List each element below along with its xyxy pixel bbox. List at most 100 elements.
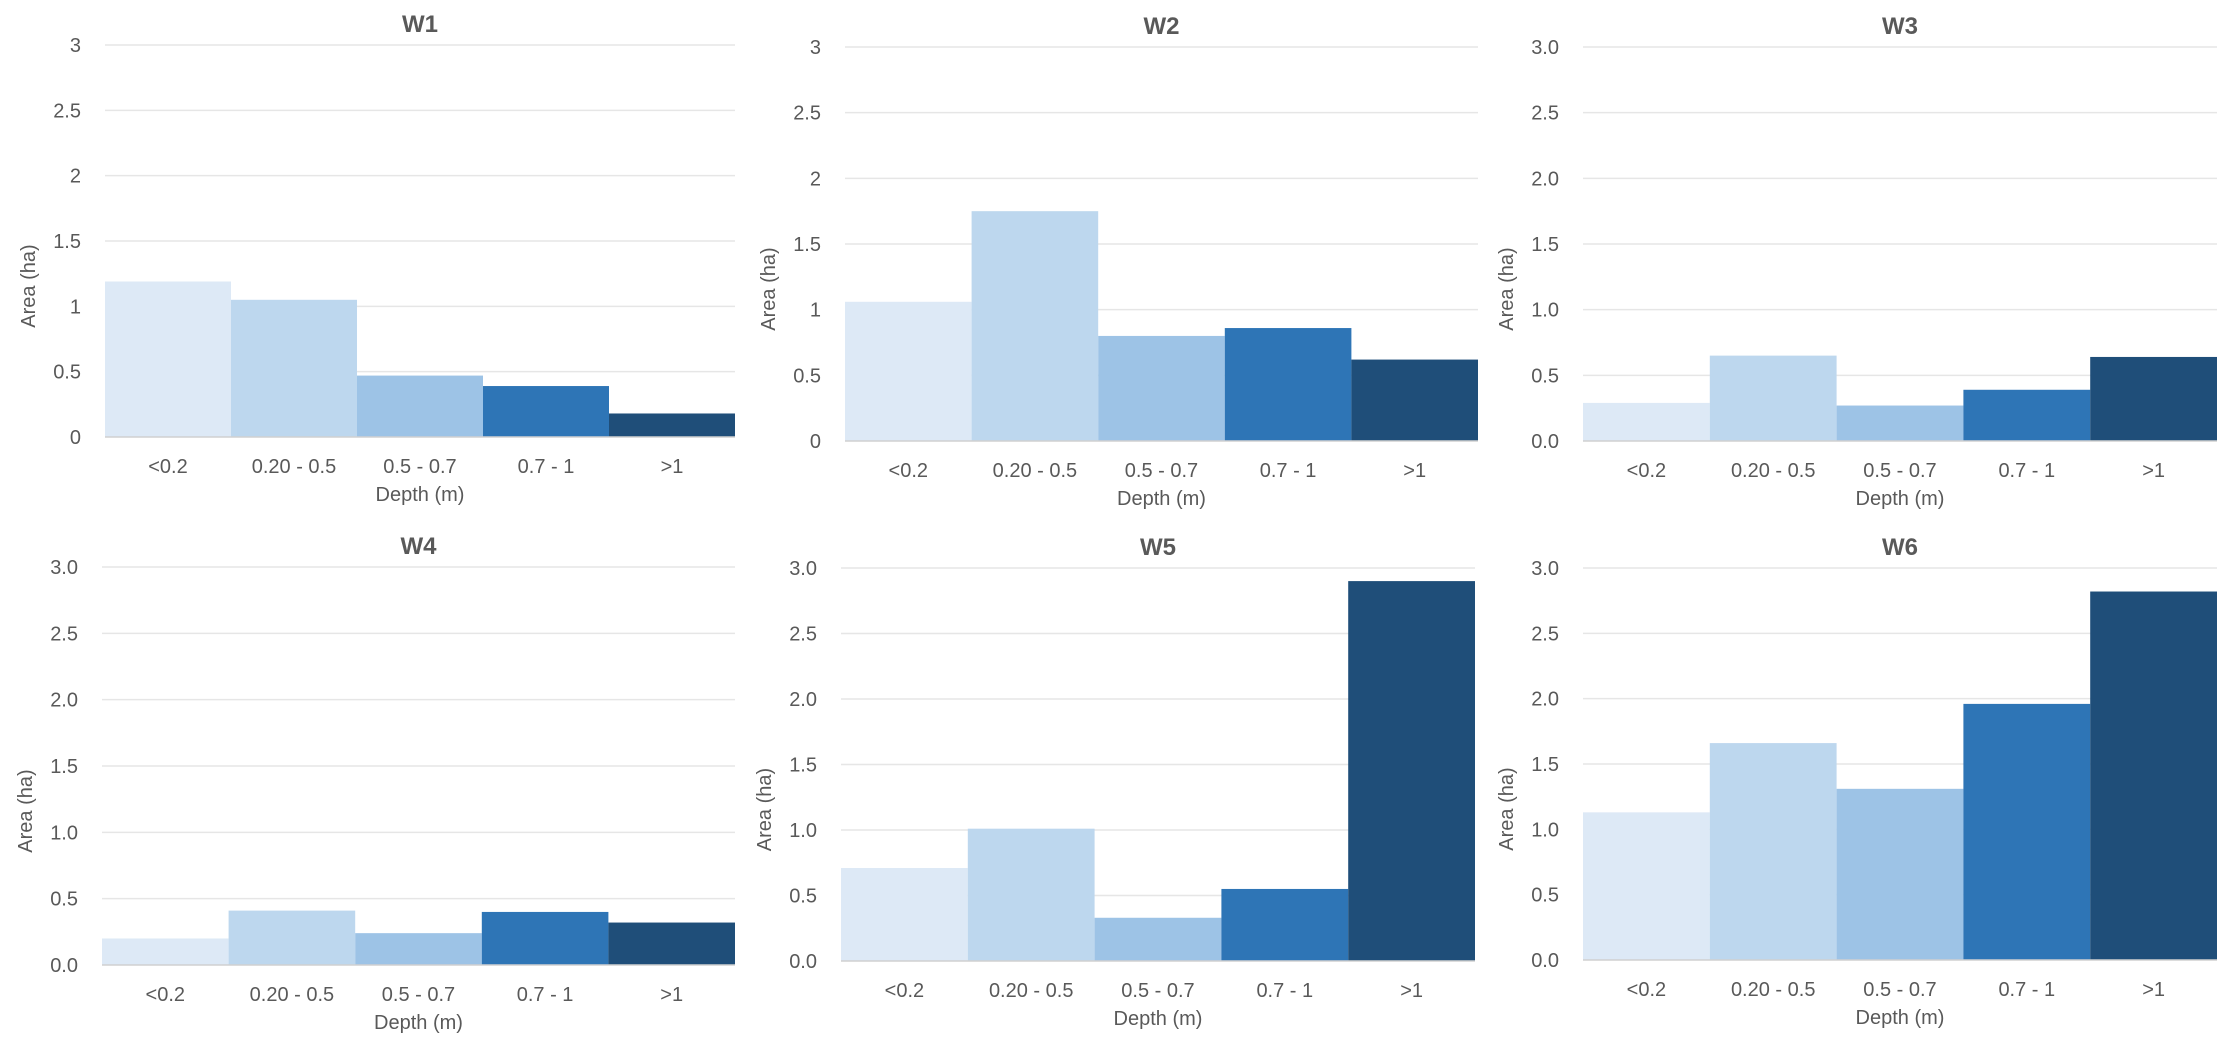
bar — [1583, 812, 1710, 960]
bar — [841, 867, 968, 961]
x-tick-label: 0.20 - 0.5 — [1731, 460, 1816, 482]
x-tick-label: 0.5 - 0.7 — [1863, 979, 1936, 1001]
y-tick-label: 3.0 — [50, 557, 78, 579]
bar — [1963, 703, 2091, 960]
bar — [1348, 581, 1475, 961]
x-tick-label: 0.5 - 0.7 — [1121, 980, 1194, 1002]
y-tick-label: 3.0 — [789, 558, 817, 580]
y-tick-label: 0.5 — [789, 886, 817, 908]
y-tick-label: 3 — [810, 37, 821, 59]
x-tick-label: <0.2 — [1627, 979, 1666, 1001]
bar — [609, 413, 735, 437]
bars — [1583, 355, 2217, 441]
bar — [2090, 356, 2217, 441]
x-tick-label: <0.2 — [1627, 460, 1666, 482]
y-tick-label: 2.5 — [793, 103, 821, 125]
y-tick-labels: 0.0 0.5 1.0 1.5 2.0 2.5 3.0 — [50, 557, 78, 977]
bars — [102, 910, 735, 965]
x-tick-label: 0.5 - 0.7 — [382, 984, 455, 1006]
x-tick-label: 0.20 - 0.5 — [989, 980, 1074, 1002]
x-tick-label: 0.20 - 0.5 — [252, 456, 337, 478]
y-tick-labels: 0 0.5 1 1.5 2 2.5 3 — [793, 37, 821, 453]
chart-title: W3 — [1882, 13, 1918, 40]
y-tick-label: 2.0 — [1531, 168, 1559, 190]
y-tick-labels: 0 0.5 1 1.5 2 2.5 3 — [53, 35, 81, 449]
y-tick-labels: 0.0 0.5 1.0 1.5 2.0 2.5 3.0 — [789, 558, 817, 973]
bar — [1709, 355, 1837, 441]
chart-title: W1 — [402, 11, 438, 38]
x-tick-label: <0.2 — [148, 456, 187, 478]
y-tick-label: 1.0 — [1531, 819, 1559, 841]
y-tick-label: 2.5 — [50, 623, 78, 645]
x-tick-label: <0.2 — [885, 980, 924, 1002]
bar — [1836, 405, 1964, 441]
x-tick-label: 0.7 - 1 — [1256, 980, 1313, 1002]
y-tick-label: 2.0 — [789, 689, 817, 711]
x-axis-title: Depth (m) — [374, 1012, 463, 1034]
y-tick-label: 2.5 — [1531, 623, 1559, 645]
bar — [355, 933, 482, 965]
bar — [102, 938, 229, 965]
y-tick-label: 0.5 — [1531, 365, 1559, 387]
bar — [357, 375, 483, 437]
chart-title: W5 — [1140, 534, 1176, 561]
y-tick-label: 1.0 — [789, 820, 817, 842]
y-tick-label: 2.0 — [50, 690, 78, 712]
chart-w6: W6 Area (ha) Depth (m) 0.0 0.5 1.0 1.5 2.0 2.… — [1496, 534, 2217, 1029]
bar — [608, 922, 735, 965]
chart-w2: W2 Area (ha) Depth (m) 0 0.5 1 1.5 2 2.5 3 <0.2… — [758, 13, 1478, 510]
y-axis-title: Area (ha) — [754, 768, 776, 851]
y-tick-label: 1.5 — [1531, 754, 1559, 776]
y-tick-label: 3.0 — [1531, 558, 1559, 580]
bars — [841, 581, 1475, 961]
y-axis-title: Area (ha) — [758, 247, 780, 330]
bar — [1351, 359, 1478, 441]
x-tick-label: 0.5 - 0.7 — [1863, 460, 1936, 482]
y-tick-label: 2.5 — [789, 624, 817, 646]
y-tick-label: 0.0 — [1531, 950, 1559, 972]
x-tick-label: 0.7 - 1 — [1998, 979, 2055, 1001]
x-tick-labels: <0.2 0.20 - 0.5 0.5 - 0.7 0.7 - 1 >1 — [885, 980, 1423, 1002]
x-tick-label: <0.2 — [146, 984, 185, 1006]
x-tick-labels: <0.2 0.20 - 0.5 0.5 - 0.7 0.7 - 1 >1 — [148, 456, 683, 478]
y-tick-label: 2.5 — [53, 100, 81, 122]
bar — [2090, 591, 2217, 960]
bar — [845, 301, 972, 441]
chart-title: W4 — [401, 533, 438, 560]
bar — [1709, 743, 1837, 960]
x-tick-label: <0.2 — [889, 460, 928, 482]
x-tick-label: 0.7 - 1 — [1998, 460, 2055, 482]
y-tick-label: 1.5 — [793, 234, 821, 256]
y-tick-label: 0.0 — [789, 951, 817, 973]
y-tick-label: 1.0 — [50, 822, 78, 844]
y-tick-label: 1.5 — [789, 755, 817, 777]
x-tick-label: 0.7 - 1 — [1260, 460, 1317, 482]
y-axis-title: Area (ha) — [15, 769, 37, 852]
bar — [105, 281, 231, 437]
y-tick-label: 0.5 — [1531, 885, 1559, 907]
bar — [971, 211, 1099, 441]
x-axis-title: Depth (m) — [1856, 1007, 1945, 1029]
y-tick-label: 1.5 — [1531, 234, 1559, 256]
bar — [483, 386, 609, 437]
x-tick-label: 0.20 - 0.5 — [993, 460, 1078, 482]
chart-title: W2 — [1144, 13, 1180, 40]
x-tick-label: >1 — [1403, 460, 1426, 482]
bars — [1583, 591, 2217, 960]
x-tick-label: >1 — [1400, 980, 1423, 1002]
x-tick-label: 0.7 - 1 — [517, 984, 574, 1006]
bar — [1221, 888, 1349, 961]
y-tick-label: 1 — [70, 296, 81, 318]
bar — [1836, 788, 1964, 960]
bar — [1583, 402, 1710, 441]
x-tick-labels: <0.2 0.20 - 0.5 0.5 - 0.7 0.7 - 1 >1 — [1627, 979, 2165, 1001]
x-tick-label: 0.5 - 0.7 — [1125, 460, 1198, 482]
chart-w4: W4 Area (ha) Depth (m) 0.0 0.5 1.0 1.5 2.0 2.… — [15, 533, 735, 1034]
y-tick-labels: 0.0 0.5 1.0 1.5 2.0 2.5 3.0 — [1531, 558, 1559, 972]
gridlines — [1583, 46, 2217, 377]
y-tick-label: 3 — [70, 35, 81, 57]
x-tick-labels: <0.2 0.20 - 0.5 0.5 - 0.7 0.7 - 1 >1 — [146, 984, 684, 1006]
x-tick-label: 0.7 - 1 — [518, 456, 575, 478]
x-tick-label: 0.20 - 0.5 — [250, 984, 335, 1006]
